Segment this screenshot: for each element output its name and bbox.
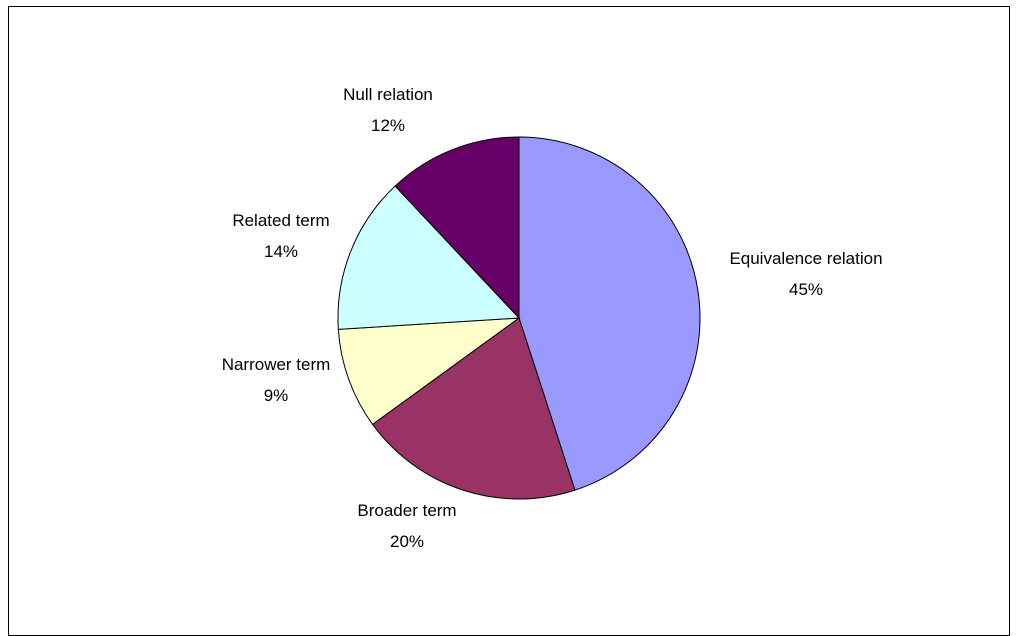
pie-slice-equivalence-relation bbox=[518, 136, 701, 491]
pie-label-broader-term: Broader term 20% bbox=[357, 501, 456, 551]
pie-label-name: Null relation bbox=[343, 85, 433, 104]
pie-label-value: 9% bbox=[264, 386, 289, 405]
pie-label-name: Narrower term bbox=[222, 355, 331, 374]
pie-label-value: 45% bbox=[789, 280, 823, 299]
pie-slice-broader-term bbox=[371, 317, 576, 500]
pie-label-null-relation: Null relation 12% bbox=[343, 85, 433, 135]
pie-slice-null-relation bbox=[394, 136, 520, 320]
pie-label-narrower-term: Narrower term 9% bbox=[222, 355, 331, 405]
pie-label-related-term: Related term 14% bbox=[232, 211, 329, 261]
pie-label-value: 14% bbox=[264, 242, 298, 261]
pie-labels: Equivalence relation 45% Broader term 20% Na… bbox=[222, 85, 883, 551]
pie-slice-related-term bbox=[337, 185, 521, 330]
pie-label-name: Related term bbox=[232, 211, 329, 230]
pie-label-name: Equivalence relation bbox=[729, 249, 882, 268]
pie-label-value: 12% bbox=[371, 116, 405, 135]
pie-slices bbox=[337, 136, 701, 500]
pie-slice-narrower-term bbox=[337, 317, 521, 426]
pie-label-equivalence-relation: Equivalence relation 45% bbox=[729, 249, 882, 299]
pie-label-name: Broader term bbox=[357, 501, 456, 520]
pie-label-value: 20% bbox=[390, 532, 424, 551]
